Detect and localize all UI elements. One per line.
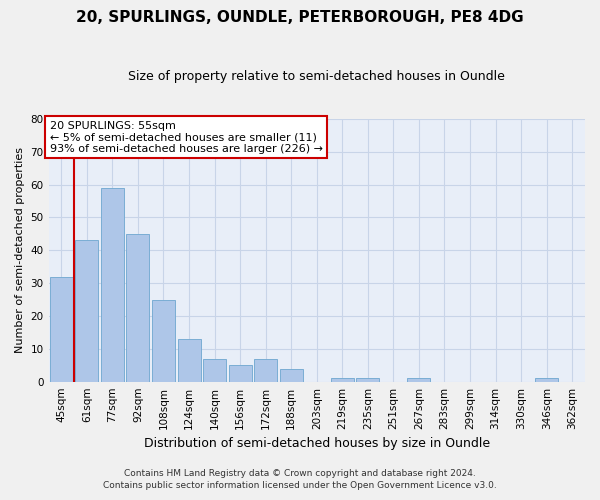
X-axis label: Distribution of semi-detached houses by size in Oundle: Distribution of semi-detached houses by … (144, 437, 490, 450)
Bar (331, 378, 354, 382)
Text: 20, SPURLINGS, OUNDLE, PETERBOROUGH, PE8 4DG: 20, SPURLINGS, OUNDLE, PETERBOROUGH, PE8… (76, 10, 524, 25)
Bar (280, 368, 303, 382)
Bar (229, 366, 251, 382)
Bar (178, 339, 200, 382)
Bar (76, 240, 98, 382)
Bar (407, 378, 430, 382)
Text: 20 SPURLINGS: 55sqm
← 5% of semi-detached houses are smaller (11)
93% of semi-de: 20 SPURLINGS: 55sqm ← 5% of semi-detache… (50, 120, 323, 154)
Bar (203, 358, 226, 382)
Bar (254, 358, 277, 382)
Bar (101, 188, 124, 382)
Bar (535, 378, 558, 382)
Y-axis label: Number of semi-detached properties: Number of semi-detached properties (15, 148, 25, 354)
Bar (50, 276, 73, 382)
Title: Size of property relative to semi-detached houses in Oundle: Size of property relative to semi-detach… (128, 70, 505, 83)
Bar (152, 300, 175, 382)
Bar (127, 234, 149, 382)
Bar (356, 378, 379, 382)
Text: Contains HM Land Registry data © Crown copyright and database right 2024.
Contai: Contains HM Land Registry data © Crown c… (103, 468, 497, 490)
